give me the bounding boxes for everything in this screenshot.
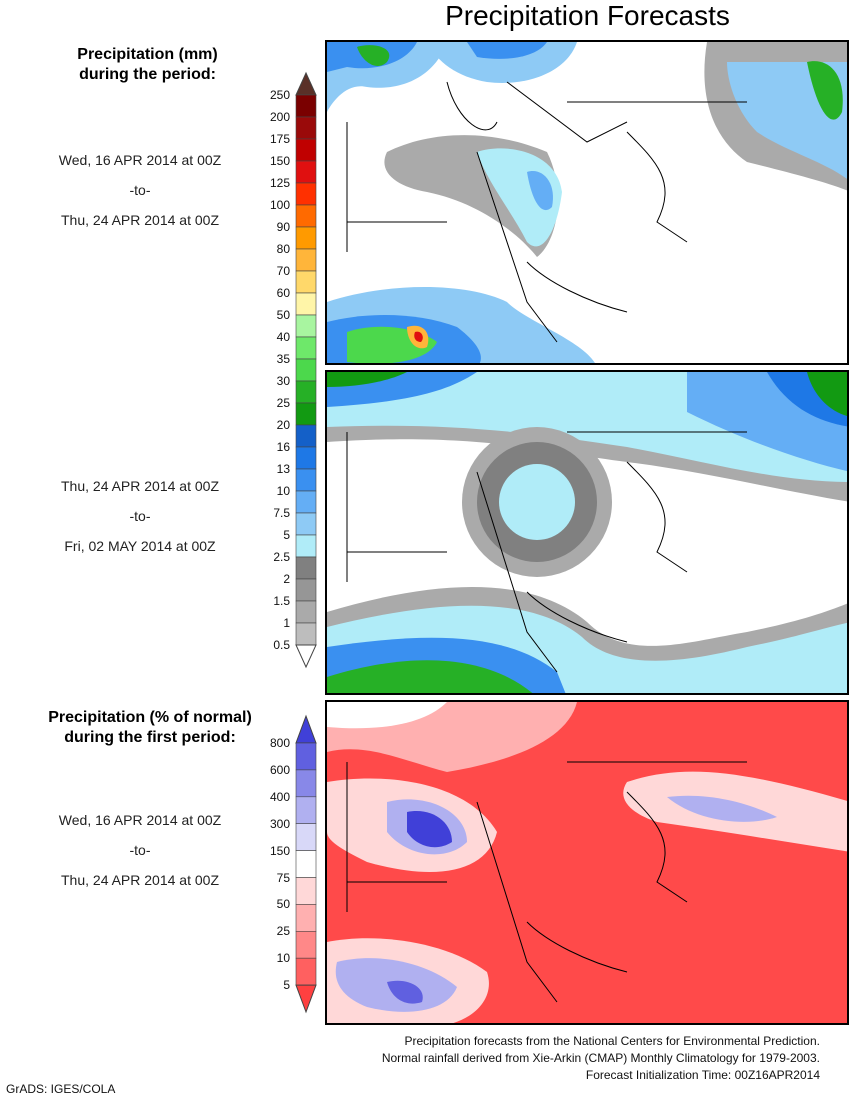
legend2-heading: Precipitation (% of normal) during the f… [10,708,290,748]
legend2-heading-line2: during the first period: [64,729,236,746]
legend2-tick-label: 10 [276,951,290,966]
period3-to-word: -to- [129,842,151,858]
period3-to: Thu, 24 APR 2014 at 00Z [61,872,219,888]
legend2-tick-label: 600 [269,762,290,777]
legend2-swatch [295,930,317,959]
legend1-swatch [295,270,317,294]
legend2-tick-label: 50 [276,897,290,912]
legend1-tick-label: 250 [269,88,290,102]
legend2-swatch [295,769,317,798]
legend1-swatch [295,314,317,338]
legend1-swatch [295,622,317,646]
page-title: Precipitation Forecasts [445,0,730,31]
legend2-swatch [295,850,317,878]
legend2-bottom-arrow [295,984,317,1014]
colorbars [295,71,317,1014]
legend1-top-arrow [295,71,317,96]
legend1-tick-label: 125 [269,176,290,190]
legend1-tick-label: 2.5 [273,550,290,564]
period2-to: Fri, 02 MAY 2014 at 00Z [64,538,216,554]
legend2-swatch [295,796,317,824]
legend1-swatch [295,380,317,404]
period1-to-word: -to- [129,182,151,198]
legend1-tick-label: 80 [276,242,290,256]
legend1-tick-label: 7.5 [273,506,290,520]
footer-line-1: Precipitation forecasts from the Nationa… [404,1034,820,1048]
period2-from: Thu, 24 APR 2014 at 00Z [61,478,219,494]
legend1-heading-line1: Precipitation (mm) [77,46,218,63]
legend2-tick-label: 25 [276,924,290,939]
legend1-tick-label: 16 [276,440,290,454]
map-panel-period1 [325,40,849,365]
legend1-tick-label: 2 [283,572,290,586]
legend1-swatch [295,336,317,360]
legend1-tick-label: 70 [276,264,290,278]
grads-credit: GrADS: IGES/COLA [6,1082,116,1096]
legend1-tick-label: 0.5 [273,638,290,652]
legend1-swatch [295,160,317,184]
legend1-swatch [295,402,317,426]
legend2-heading-line1: Precipitation (% of normal) [48,709,252,726]
legend1-swatch [295,204,317,228]
period3-from: Wed, 16 APR 2014 at 00Z [58,812,222,828]
legend1-swatch [295,116,317,140]
legend1-tick-label: 100 [269,198,290,212]
legend1-swatch [295,138,317,162]
legend1-swatch [295,468,317,492]
legend1-swatch [295,424,317,448]
map-panel-period2 [325,370,849,695]
period2-to-word: -to- [129,508,151,524]
legend1-swatch [295,600,317,624]
legend2-swatch [295,742,317,771]
legend1-tick-label: 150 [269,154,290,168]
legend2-tick-label: 5 [283,978,290,993]
legend1-swatch [295,248,317,272]
legend1-swatch [295,490,317,514]
legend1-tick-label: 35 [276,352,290,366]
footer-line-2: Normal rainfall derived from Xie-Arkin (… [381,1051,820,1065]
legend1-swatch [295,182,317,206]
legend1-bottom-arrow [295,644,317,669]
legend1-tick-label: 90 [276,220,290,234]
legend2-tick-label: 75 [276,870,290,885]
legend2-tick-label: 150 [269,843,290,858]
legend1-tick-label: 1.5 [273,594,290,608]
legend1-tick-label: 30 [276,374,290,388]
legend1-swatch [295,292,317,316]
legend1-tick-label: 50 [276,308,290,322]
legend1-swatch [295,556,317,580]
period1-to: Thu, 24 APR 2014 at 00Z [61,212,219,228]
legend1-swatch [295,226,317,250]
footer-line-3: Forecast Initialization Time: 00Z16APR20… [585,1068,820,1082]
legend2-tick-label: 300 [269,816,290,831]
legend1-tick-label: 25 [276,396,290,410]
map-panel-percent-normal [325,700,849,1025]
legend2-swatch [295,877,317,905]
legend1-tick-label: 1 [283,616,290,630]
legend1-tick-label: 5 [283,528,290,542]
legend1-tick-label: 60 [276,286,290,300]
legend1-swatch [295,578,317,602]
legend1-swatch [295,534,317,558]
legend2-swatch [295,904,317,932]
legend1-tick-label: 200 [269,110,290,124]
legend1-swatch [295,446,317,470]
legend2-top-arrow [295,714,317,744]
legend1-tick-label: 13 [276,462,290,476]
legend1-swatch [295,94,317,118]
legend2-swatch [295,957,317,986]
legend2-swatch [295,823,317,851]
legend1-heading: Precipitation (mm) during the period: [20,45,275,85]
legend1-tick-label: 10 [276,484,290,498]
legend1-tick-label: 40 [276,330,290,344]
legend1-tick-label: 175 [269,132,290,146]
legend2-tick-label: 400 [269,789,290,804]
period1-from: Wed, 16 APR 2014 at 00Z [58,152,222,168]
legend1-tick-label: 20 [276,418,290,432]
legend2-tick-label: 800 [269,736,290,750]
legend1-swatch [295,358,317,382]
legend1-heading-line2: during the period: [79,66,216,83]
legend1-swatch [295,512,317,536]
